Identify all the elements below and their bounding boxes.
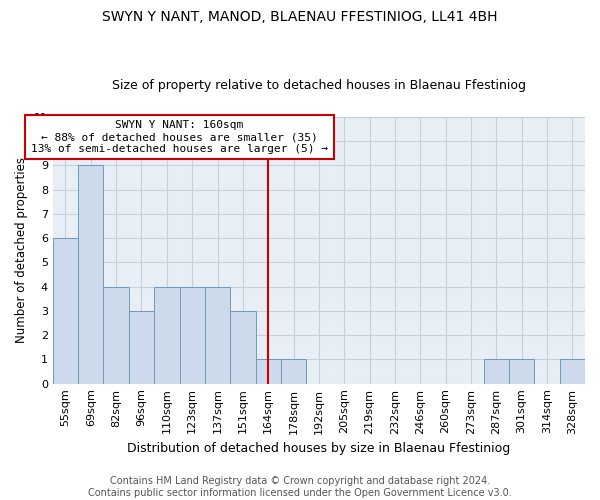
- Bar: [484, 360, 509, 384]
- Text: SWYN Y NANT: 160sqm
← 88% of detached houses are smaller (35)
13% of semi-detach: SWYN Y NANT: 160sqm ← 88% of detached ho…: [31, 120, 328, 154]
- X-axis label: Distribution of detached houses by size in Blaenau Ffestiniog: Distribution of detached houses by size …: [127, 442, 511, 455]
- Bar: [560, 360, 585, 384]
- Bar: [154, 286, 179, 384]
- Bar: [78, 166, 103, 384]
- Bar: [509, 360, 535, 384]
- Text: SWYN Y NANT, MANOD, BLAENAU FFESTINIOG, LL41 4BH: SWYN Y NANT, MANOD, BLAENAU FFESTINIOG, …: [102, 10, 498, 24]
- Bar: [256, 360, 281, 384]
- Bar: [205, 286, 230, 384]
- Bar: [53, 238, 78, 384]
- Bar: [230, 311, 256, 384]
- Y-axis label: Number of detached properties: Number of detached properties: [16, 157, 28, 343]
- Bar: [281, 360, 306, 384]
- Bar: [129, 311, 154, 384]
- Text: Contains HM Land Registry data © Crown copyright and database right 2024.
Contai: Contains HM Land Registry data © Crown c…: [88, 476, 512, 498]
- Bar: [103, 286, 129, 384]
- Title: Size of property relative to detached houses in Blaenau Ffestiniog: Size of property relative to detached ho…: [112, 79, 526, 92]
- Bar: [179, 286, 205, 384]
